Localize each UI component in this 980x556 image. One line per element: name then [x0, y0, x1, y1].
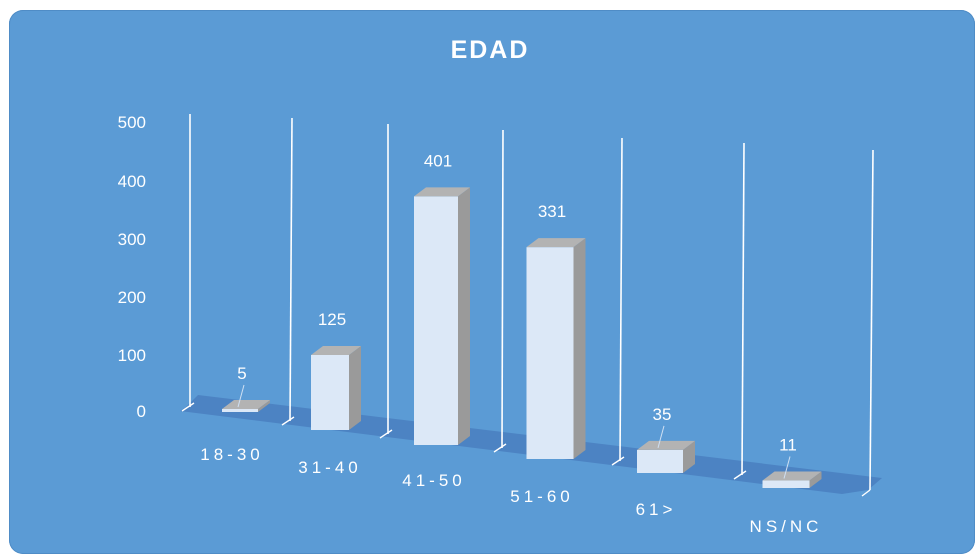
- y-tick-label: 400: [118, 172, 146, 191]
- divider-line: [501, 129, 504, 449]
- bar-side: [258, 400, 270, 412]
- category-dividers: [181, 114, 874, 497]
- label-leader: [657, 425, 665, 449]
- bar-top: [637, 440, 695, 450]
- x-tick-label: 18-30: [200, 445, 263, 464]
- floor-tick: [181, 402, 195, 412]
- floor-tick: [379, 429, 393, 439]
- x-axis: 18-30 31-40 41-50 51-60 61> NS/NC: [200, 445, 823, 536]
- label-leader: [783, 456, 791, 479]
- y-tick-label: 300: [118, 230, 146, 249]
- bars: [222, 187, 822, 488]
- divider-line: [741, 142, 745, 476]
- y-tick-label: 100: [118, 346, 146, 365]
- data-label: 125: [318, 310, 346, 329]
- x-tick-label: 41-50: [402, 471, 465, 490]
- divider-line: [619, 137, 623, 462]
- divider-line: [289, 117, 293, 422]
- bar: [414, 196, 458, 445]
- bar-side: [573, 238, 586, 459]
- bar-top: [414, 187, 470, 197]
- floor-tick: [493, 443, 507, 453]
- chart-panel: [9, 10, 975, 554]
- bar-top: [311, 346, 361, 355]
- bar: [526, 247, 574, 459]
- data-label: 5: [237, 364, 246, 383]
- bar-top: [222, 400, 270, 409]
- data-label: 401: [424, 151, 452, 170]
- data-label: 331: [538, 202, 566, 221]
- y-axis: 0 100 200 300 400 500: [118, 113, 146, 421]
- floor-tick: [611, 456, 625, 466]
- x-tick-label: 51-60: [510, 487, 573, 506]
- data-label: 35: [653, 405, 672, 424]
- bar-side: [809, 471, 822, 488]
- bar: [222, 409, 258, 412]
- floor-tick: [733, 470, 747, 480]
- bar-top: [526, 238, 586, 248]
- bar-side: [683, 440, 695, 473]
- bar-top: [762, 471, 822, 481]
- x-tick-label: 61>: [636, 500, 677, 519]
- floor-tick: [281, 416, 295, 426]
- bar: [311, 355, 349, 430]
- y-tick-label: 200: [118, 288, 146, 307]
- y-tick-label: 0: [137, 402, 146, 421]
- label-leader: [237, 384, 245, 408]
- data-labels: 5 125 401 331 35 11: [237, 151, 797, 479]
- y-tick-label: 500: [118, 113, 146, 132]
- x-tick-label: 31-40: [298, 458, 361, 477]
- bar: [762, 480, 810, 488]
- bar: [637, 449, 683, 473]
- x-tick-label: NS/NC: [750, 517, 823, 536]
- chart-title: EDAD: [450, 36, 530, 64]
- bar-side: [349, 346, 361, 430]
- divider-line: [869, 149, 874, 491]
- bar-side: [458, 187, 470, 445]
- data-label: 11: [779, 436, 797, 455]
- floor-tick: [861, 489, 871, 497]
